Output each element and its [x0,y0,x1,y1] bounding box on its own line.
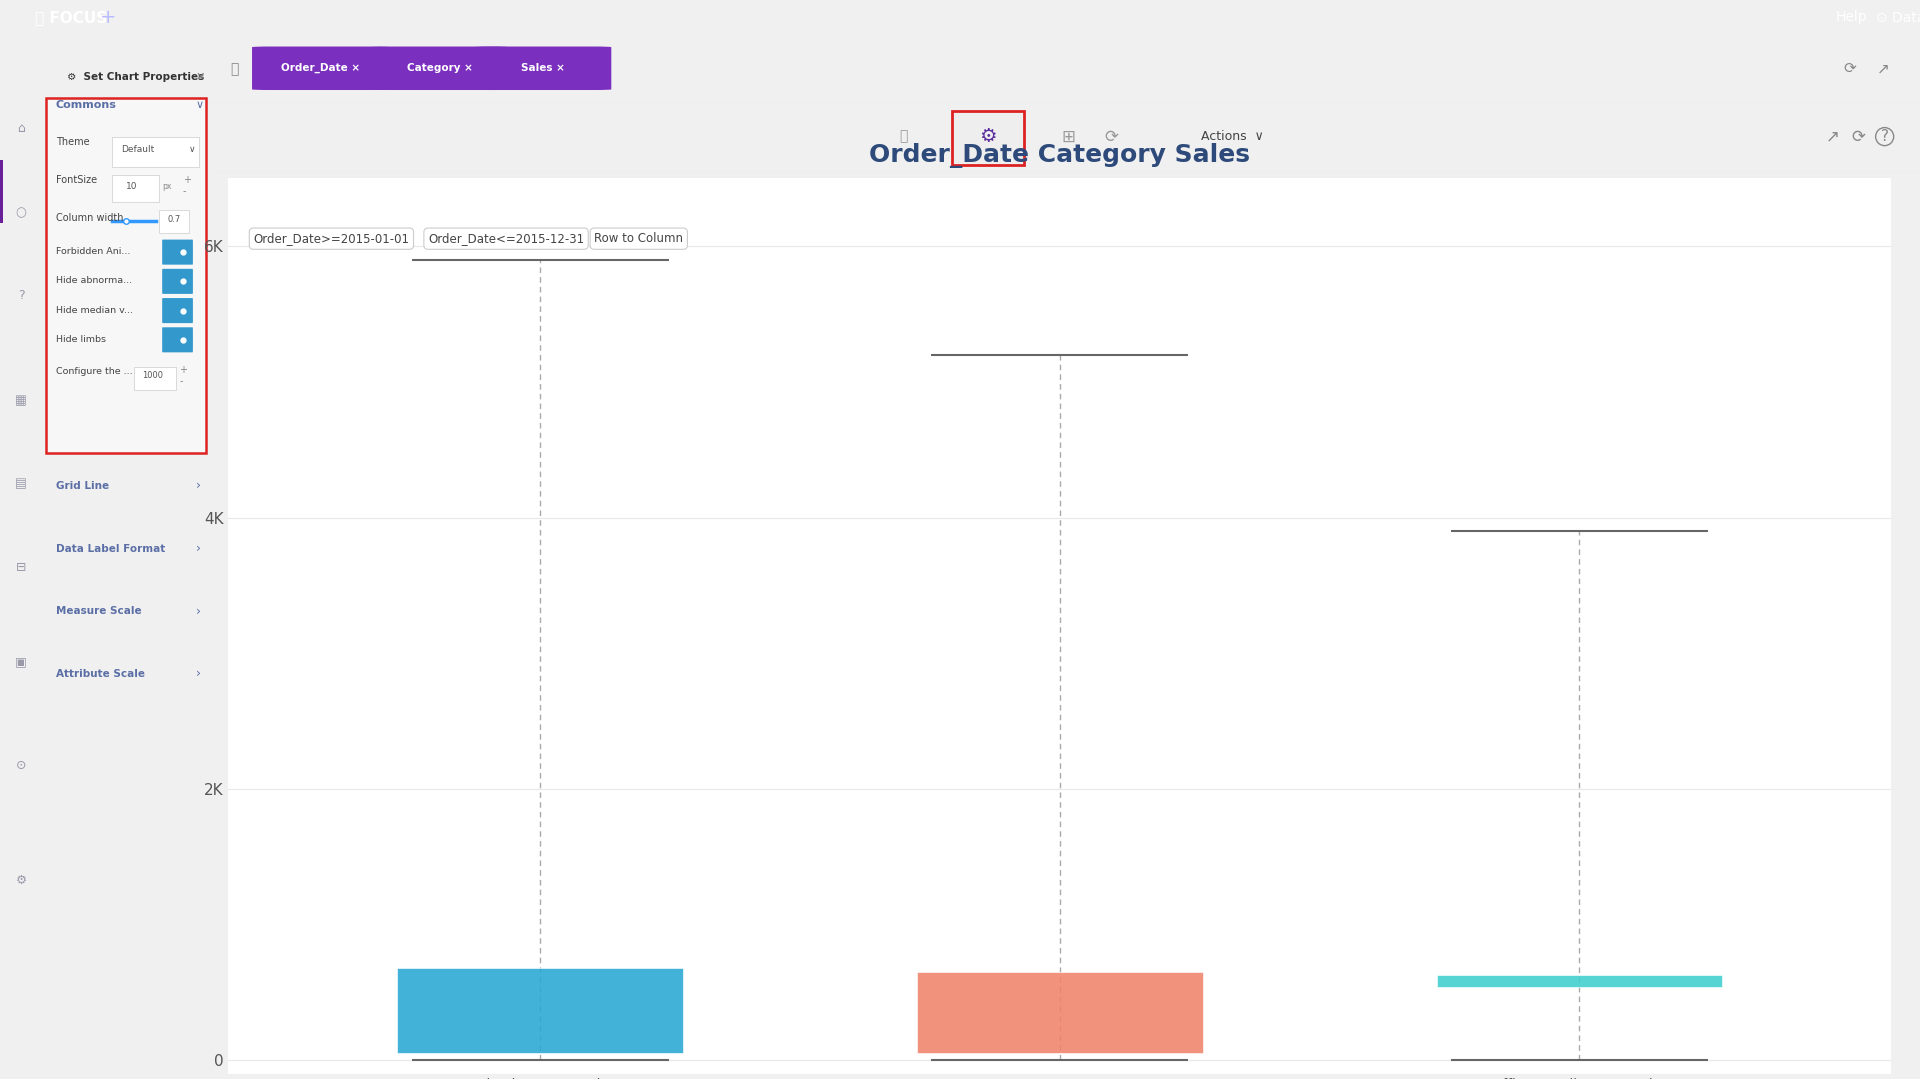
FancyBboxPatch shape [113,175,159,202]
Text: +: + [182,175,190,186]
Text: ⏸ FOCUS: ⏸ FOCUS [35,10,108,25]
Text: ⟳: ⟳ [1843,62,1857,77]
FancyBboxPatch shape [134,367,177,390]
Text: ⚙: ⚙ [979,127,996,146]
Text: ›: › [196,542,202,555]
Text: ›: › [196,479,202,492]
Text: Order_Date>=2015-01-01: Order_Date>=2015-01-01 [253,232,409,245]
Text: ⌂: ⌂ [17,122,25,136]
Text: Category ×: Category × [407,63,472,72]
Text: ?: ? [17,289,25,302]
Text: Row to Column: Row to Column [595,232,684,245]
Text: Hide limbs: Hide limbs [56,334,106,344]
Text: Data Label Format: Data Label Format [56,544,165,554]
Text: Order_Date<=2015-12-31: Order_Date<=2015-12-31 [428,232,584,245]
FancyBboxPatch shape [161,240,192,264]
Text: ↗: ↗ [1878,62,1889,77]
Text: ⟳: ⟳ [1851,127,1866,146]
Text: ›: › [196,604,202,617]
Text: ⊞: ⊞ [1062,127,1075,146]
FancyBboxPatch shape [161,298,192,323]
Text: 10: 10 [125,182,136,191]
FancyBboxPatch shape [161,269,192,293]
Text: 0.7: 0.7 [167,215,180,223]
FancyBboxPatch shape [159,210,190,233]
Text: ▤: ▤ [15,477,27,490]
Text: Actions  ∨: Actions ∨ [1202,131,1263,144]
Text: -: - [179,375,182,385]
Text: Commons: Commons [56,100,117,110]
Text: Hide median v...: Hide median v... [56,305,132,315]
Text: 1000: 1000 [142,371,163,381]
Text: Configure the ...: Configure the ... [56,367,132,377]
FancyBboxPatch shape [46,97,205,452]
Text: ⊙ DataFocus ▾: ⊙ DataFocus ▾ [1876,11,1920,25]
Text: Theme: Theme [56,137,88,147]
Text: Hide abnorma...: Hide abnorma... [56,276,132,286]
Text: Sales ×: Sales × [520,63,564,72]
Text: ∨: ∨ [196,100,204,110]
Text: FontSize: FontSize [56,175,96,186]
FancyBboxPatch shape [474,46,611,90]
Text: Forbidden Ani...: Forbidden Ani... [56,247,131,256]
Text: 📊: 📊 [900,129,908,144]
FancyBboxPatch shape [161,327,192,353]
Text: +: + [179,365,188,375]
Text: ?: ? [1882,129,1889,145]
Text: +: + [100,8,117,27]
Text: ⊟: ⊟ [15,561,27,574]
Bar [0,161,4,223]
Bar [397,968,684,1053]
FancyBboxPatch shape [113,137,200,166]
Text: Measure Scale: Measure Scale [56,606,142,616]
Text: ○: ○ [15,206,27,219]
Bar [1436,975,1722,987]
Text: Grid Line: Grid Line [56,481,109,491]
Text: px: px [163,182,173,191]
FancyBboxPatch shape [252,46,390,90]
Text: Help: Help [1836,11,1866,25]
Text: ⊙: ⊙ [15,760,27,773]
FancyBboxPatch shape [952,111,1023,165]
Text: ▦: ▦ [15,394,27,407]
Bar [918,972,1202,1053]
Text: Attribute Scale: Attribute Scale [56,669,144,679]
FancyBboxPatch shape [372,46,509,90]
Text: ⚙  Set Chart Properties: ⚙ Set Chart Properties [67,71,205,82]
Text: -: - [182,186,186,195]
Text: ⚙: ⚙ [15,874,27,887]
Title: Order_Date Category Sales: Order_Date Category Sales [870,142,1250,168]
Text: Order_Date ×: Order_Date × [280,63,361,72]
Text: ▣: ▣ [15,655,27,668]
Text: ∨: ∨ [190,145,196,154]
Text: ✕: ✕ [196,71,205,82]
Text: Default: Default [121,145,154,154]
Text: 🔍: 🔍 [230,62,238,76]
Text: ⟳: ⟳ [1104,127,1117,146]
Text: Column width: Column width [56,213,123,222]
Text: ↗: ↗ [1826,127,1839,146]
Text: ›: › [196,667,202,680]
